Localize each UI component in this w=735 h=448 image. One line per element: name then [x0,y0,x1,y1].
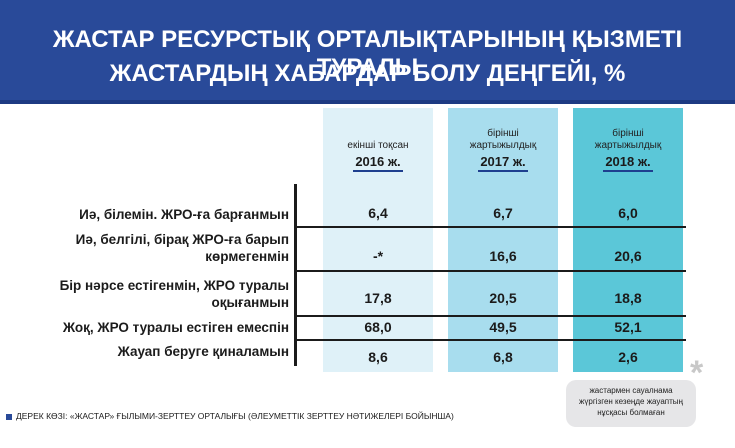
footnote-line: жүргізген кезеңде жауаптың [579,397,683,406]
cell-r5-2016: 8,6 [368,349,388,365]
cell-r2-2018: 20,6 [614,248,642,264]
chart-title-line2: ЖАСТАРДЫҢ ХАБАРДАР БОЛУ ДЕҢГЕЙІ, % [109,60,626,87]
cell-r1-2016: 6,4 [368,205,388,221]
cell-r1-2018: 6,0 [618,205,638,221]
source-marker-icon [6,413,12,420]
row-label-text: Жоқ, ЖРО туралы естіген емеспін [62,320,289,335]
cell-r2-2016: -* [372,248,384,264]
footnote-box: жастармен сауалнама жүргізген кезеңде жа… [566,380,696,427]
row-label-text: оқығанмын [211,295,290,310]
column-bg-2018 [573,108,683,372]
row-label-text: Иә, білемін. ЖРО-ға барғанмын [79,207,289,222]
row-separator [294,315,686,317]
column-bg-2017 [448,108,558,372]
row-separator [294,339,686,341]
column-bg-2016 [323,108,433,372]
cell-r3-2018: 18,8 [614,290,642,306]
row-separator [294,270,686,272]
column-sub-label: екінші тоқсан [347,140,409,151]
row-label-text: Жауап беруге қиналамын [117,344,289,359]
row-label-2: Иә, белгілі, бірақ ЖРО-ға барып көрмеген… [76,231,289,265]
cell-r5-2017: 6,8 [493,349,513,365]
column-sub-label: бірінші жартыжылдық [594,128,662,151]
row-label-5: Жауап беруге қиналамын [118,343,289,360]
source-note: ДЕРЕК КӨЗІ: «ЖАСТАР» ҒЫЛЫМИ-ЗЕРТТЕУ ОРТА… [6,411,454,421]
column-year-label: 2017 ж. [478,154,528,172]
chart-title-line1: ЖАСТАР РЕСУРСТЫҚ ОРТАЛЫҚТАРЫНЫҢ ҚЫЗМЕТІ … [52,26,683,81]
column-header-2017: бірінші жартыжылдық 2017 ж. [448,128,558,172]
column-header-2018: бірінші жартыжылдық 2018 ж. [573,128,683,172]
cell-r2-2017: 16,6 [489,248,517,264]
cell-r3-2017: 20,5 [489,290,517,306]
row-label-divider [294,184,297,366]
column-header-2016: екінші тоқсан 2016 ж. [323,140,433,172]
row-label-4: Жоқ, ЖРО туралы естіген емеспін [63,319,289,336]
row-label-text: Иә, белгілі, бірақ ЖРО-ға барып [75,232,289,247]
source-text: ДЕРЕК КӨЗІ: «ЖАСТАР» ҒЫЛЫМИ-ЗЕРТТЕУ ОРТА… [16,411,454,421]
column-sub-label: бірінші жартыжылдық [469,128,537,151]
cell-r1-2017: 6,7 [493,205,513,221]
cell-r5-2018: 2,6 [618,349,638,365]
column-year-label: 2018 ж. [603,154,653,172]
footnote-line: нұсқасы болмаған [597,408,665,417]
cell-r3-2016: 17,8 [364,290,392,306]
cell-r4-2018: 52,1 [614,319,642,335]
footnote-line: жастармен сауалнама [589,386,673,395]
header-banner: ЖАСТАР РЕСУРСТЫҚ ОРТАЛЫҚТАРЫНЫҢ ҚЫЗМЕТІ … [0,0,735,104]
column-year-label: 2016 ж. [353,154,403,172]
row-label-text: Бір нәрсе естігенмін, ЖРО туралы [59,278,289,293]
footnote-star: * [690,354,704,392]
row-label-text: көрмегенмін [205,249,289,264]
row-label-1: Иә, білемін. ЖРО-ға барғанмын [79,206,289,223]
cell-r4-2016: 68,0 [364,319,392,335]
row-label-3: Бір нәрсе естігенмін, ЖРО туралы оқығанм… [60,277,289,311]
row-separator [294,226,686,228]
cell-r4-2017: 49,5 [489,319,517,335]
